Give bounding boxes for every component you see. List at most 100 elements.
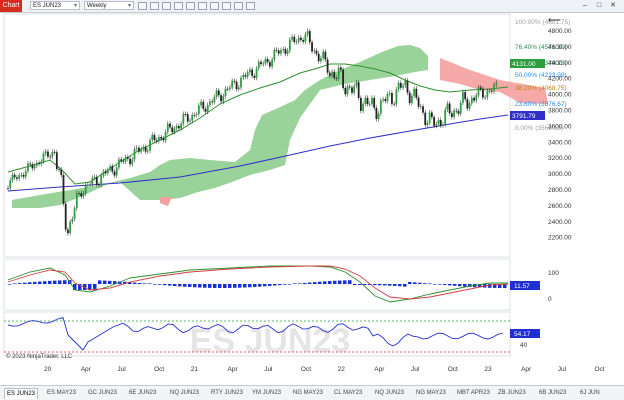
properties-icon[interactable] (210, 2, 219, 10)
candle (31, 164, 34, 169)
candle (231, 80, 234, 88)
indicators-icon[interactable] (222, 2, 231, 10)
macd-bar (98, 280, 102, 284)
time-tick: Oct (154, 366, 164, 373)
candle (333, 71, 336, 79)
candle (377, 113, 380, 119)
time-tick: Jul (411, 366, 420, 373)
price-chart[interactable]: ES JUN23 100.00% (4881.75) 76.40% (4571.3… (0, 0, 624, 385)
macd-signal-line (7, 265, 509, 300)
candle (197, 105, 200, 115)
macd-bar (58, 280, 62, 284)
candle (142, 146, 145, 150)
instrument-tab[interactable]: NG MAY23 (293, 390, 323, 396)
drawing-tools-icon[interactable] (150, 2, 159, 10)
candle (335, 78, 338, 79)
macd-bar (408, 281, 412, 284)
candle (169, 123, 171, 128)
bar-type-icon[interactable] (138, 2, 147, 10)
candle (293, 36, 296, 43)
macd-bar (348, 280, 352, 284)
candle (113, 171, 116, 176)
instrument-tab[interactable]: 6B JUN23 (539, 390, 567, 396)
instrument-tab[interactable]: RTY JUN23 (211, 390, 243, 396)
candle (49, 156, 52, 158)
candle (229, 87, 231, 89)
ma-price: 3791.79 (512, 113, 536, 120)
candle (175, 125, 178, 129)
zoom-icon[interactable] (198, 2, 207, 10)
macd-bar (343, 280, 347, 284)
instrument-tab[interactable]: NQ JUN23 (170, 390, 200, 396)
candle (200, 101, 202, 106)
instrument-tab[interactable]: ES JUN23 (4, 388, 39, 399)
candle (348, 86, 351, 88)
instrument-tab[interactable]: NG MAY23 (416, 390, 446, 396)
macd-bar (283, 284, 287, 285)
fib-level-label: 38.20% (4068.75) (515, 85, 567, 92)
candle (422, 106, 424, 113)
candle (264, 59, 267, 64)
long-ma-line (7, 114, 509, 192)
candle (58, 169, 60, 170)
instrument-tab[interactable]: MBT APR23 (457, 390, 490, 396)
strategies-icon[interactable] (234, 2, 243, 10)
candle (291, 36, 293, 40)
time-tick: Apr (81, 366, 92, 373)
crosshair-icon[interactable] (186, 2, 195, 10)
instrument-tab[interactable]: YM JUN23 (252, 390, 282, 396)
macd-bar (188, 284, 192, 288)
candle (206, 104, 209, 112)
price-tick: 2600.00 (548, 203, 572, 210)
candle (302, 40, 305, 42)
instrument-tab[interactable]: 6J JUN (580, 390, 600, 396)
candle (202, 101, 205, 109)
fib-level-label: 0.00% (3566.19) (515, 125, 563, 132)
instrument-tab[interactable]: NQ JUN23 (375, 390, 405, 396)
candle (120, 159, 123, 161)
time-tick: 23 (484, 366, 492, 373)
candle (42, 153, 45, 162)
instrument-tab[interactable]: 6E JUN23 (129, 390, 157, 396)
candle (15, 177, 18, 179)
macd-bar (123, 281, 127, 284)
instrument-tab[interactable]: ZB JUN23 (498, 390, 526, 396)
candle (84, 185, 87, 194)
candle (109, 166, 111, 170)
candle (344, 87, 347, 95)
candle (7, 188, 9, 189)
instrument-tab[interactable]: ES MAY23 (47, 390, 76, 396)
macd-bar (298, 283, 302, 284)
candle (44, 151, 47, 154)
macd-bar (168, 284, 172, 286)
time-tick: 21 (191, 366, 199, 373)
close-icon[interactable]: ✕ (610, 2, 616, 9)
candle (331, 71, 333, 76)
maximize-icon[interactable]: □ (596, 2, 602, 9)
chart-badge[interactable]: Chart (0, 0, 22, 12)
candle (406, 80, 409, 93)
templates-icon[interactable] (246, 2, 255, 10)
instrument-selector[interactable]: ES JUN23 ▼ (30, 1, 80, 10)
candle (266, 59, 269, 63)
pointer-icon[interactable] (174, 2, 183, 10)
minimize-icon[interactable]: – (583, 2, 587, 9)
instrument-tab[interactable]: GC JUN23 (88, 390, 118, 396)
time-tick: 22 (338, 366, 346, 373)
candle (29, 163, 32, 165)
interval-selector[interactable]: Weekly ▼ (84, 1, 134, 10)
candle (55, 152, 58, 170)
candle (60, 169, 63, 176)
price-tick: 2800.00 (548, 187, 572, 194)
candle (337, 67, 340, 79)
macd-bar (28, 282, 32, 284)
interval-label: Weekly (87, 3, 107, 9)
last-price-marker (510, 59, 545, 68)
macd-bar (303, 282, 307, 284)
candle (277, 50, 280, 54)
instrument-tab[interactable]: CL MAY23 (334, 390, 363, 396)
candle (273, 49, 276, 60)
pencil-icon[interactable] (162, 2, 171, 10)
candle (393, 103, 396, 105)
macd-bar (273, 284, 277, 286)
